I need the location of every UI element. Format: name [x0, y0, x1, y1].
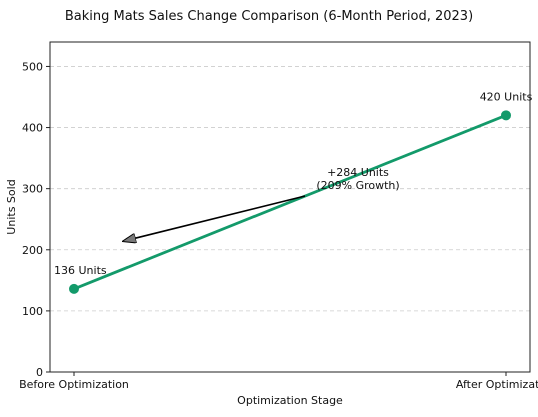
y-axis-ticks: 0 100 200 300 400 500: [22, 60, 50, 379]
data-point-1: [501, 110, 511, 121]
y-tick-label-500: 500: [22, 60, 43, 73]
x-tick-label-1: After Optimization: [456, 378, 538, 391]
data-point-0: [69, 283, 79, 294]
y-tick-label-100: 100: [22, 305, 43, 318]
series-line-0: [73, 114, 507, 291]
growth-annotation: +284 Units(209% Growth): [124, 166, 400, 241]
plot-frame: [49, 41, 531, 373]
x-axis-label: Optimization Stage: [237, 394, 343, 407]
annotation-line-0: +284 Units: [327, 166, 389, 179]
annotation-line-1: (209% Growth): [316, 179, 399, 192]
y-tick-label-300: 300: [22, 183, 43, 196]
x-axis-ticks: Before Optimization After Optimization: [19, 372, 538, 391]
y-axis-label: Units Sold: [5, 179, 18, 234]
y-tick-label-0: 0: [36, 366, 43, 379]
annotation-arrow: [124, 195, 306, 241]
chart-title: Baking Mats Sales Change Comparison (6-M…: [65, 9, 473, 24]
data-label-1: 420 Units: [480, 90, 533, 103]
series-group: [69, 110, 511, 294]
y-tick-label-400: 400: [22, 122, 43, 135]
data-label-0: 136 Units: [54, 264, 107, 277]
y-tick-label-200: 200: [22, 244, 43, 257]
data-labels: 136 Units 420 Units: [54, 90, 533, 277]
x-tick-label-0: Before Optimization: [19, 378, 129, 391]
gridlines: [50, 66, 530, 373]
